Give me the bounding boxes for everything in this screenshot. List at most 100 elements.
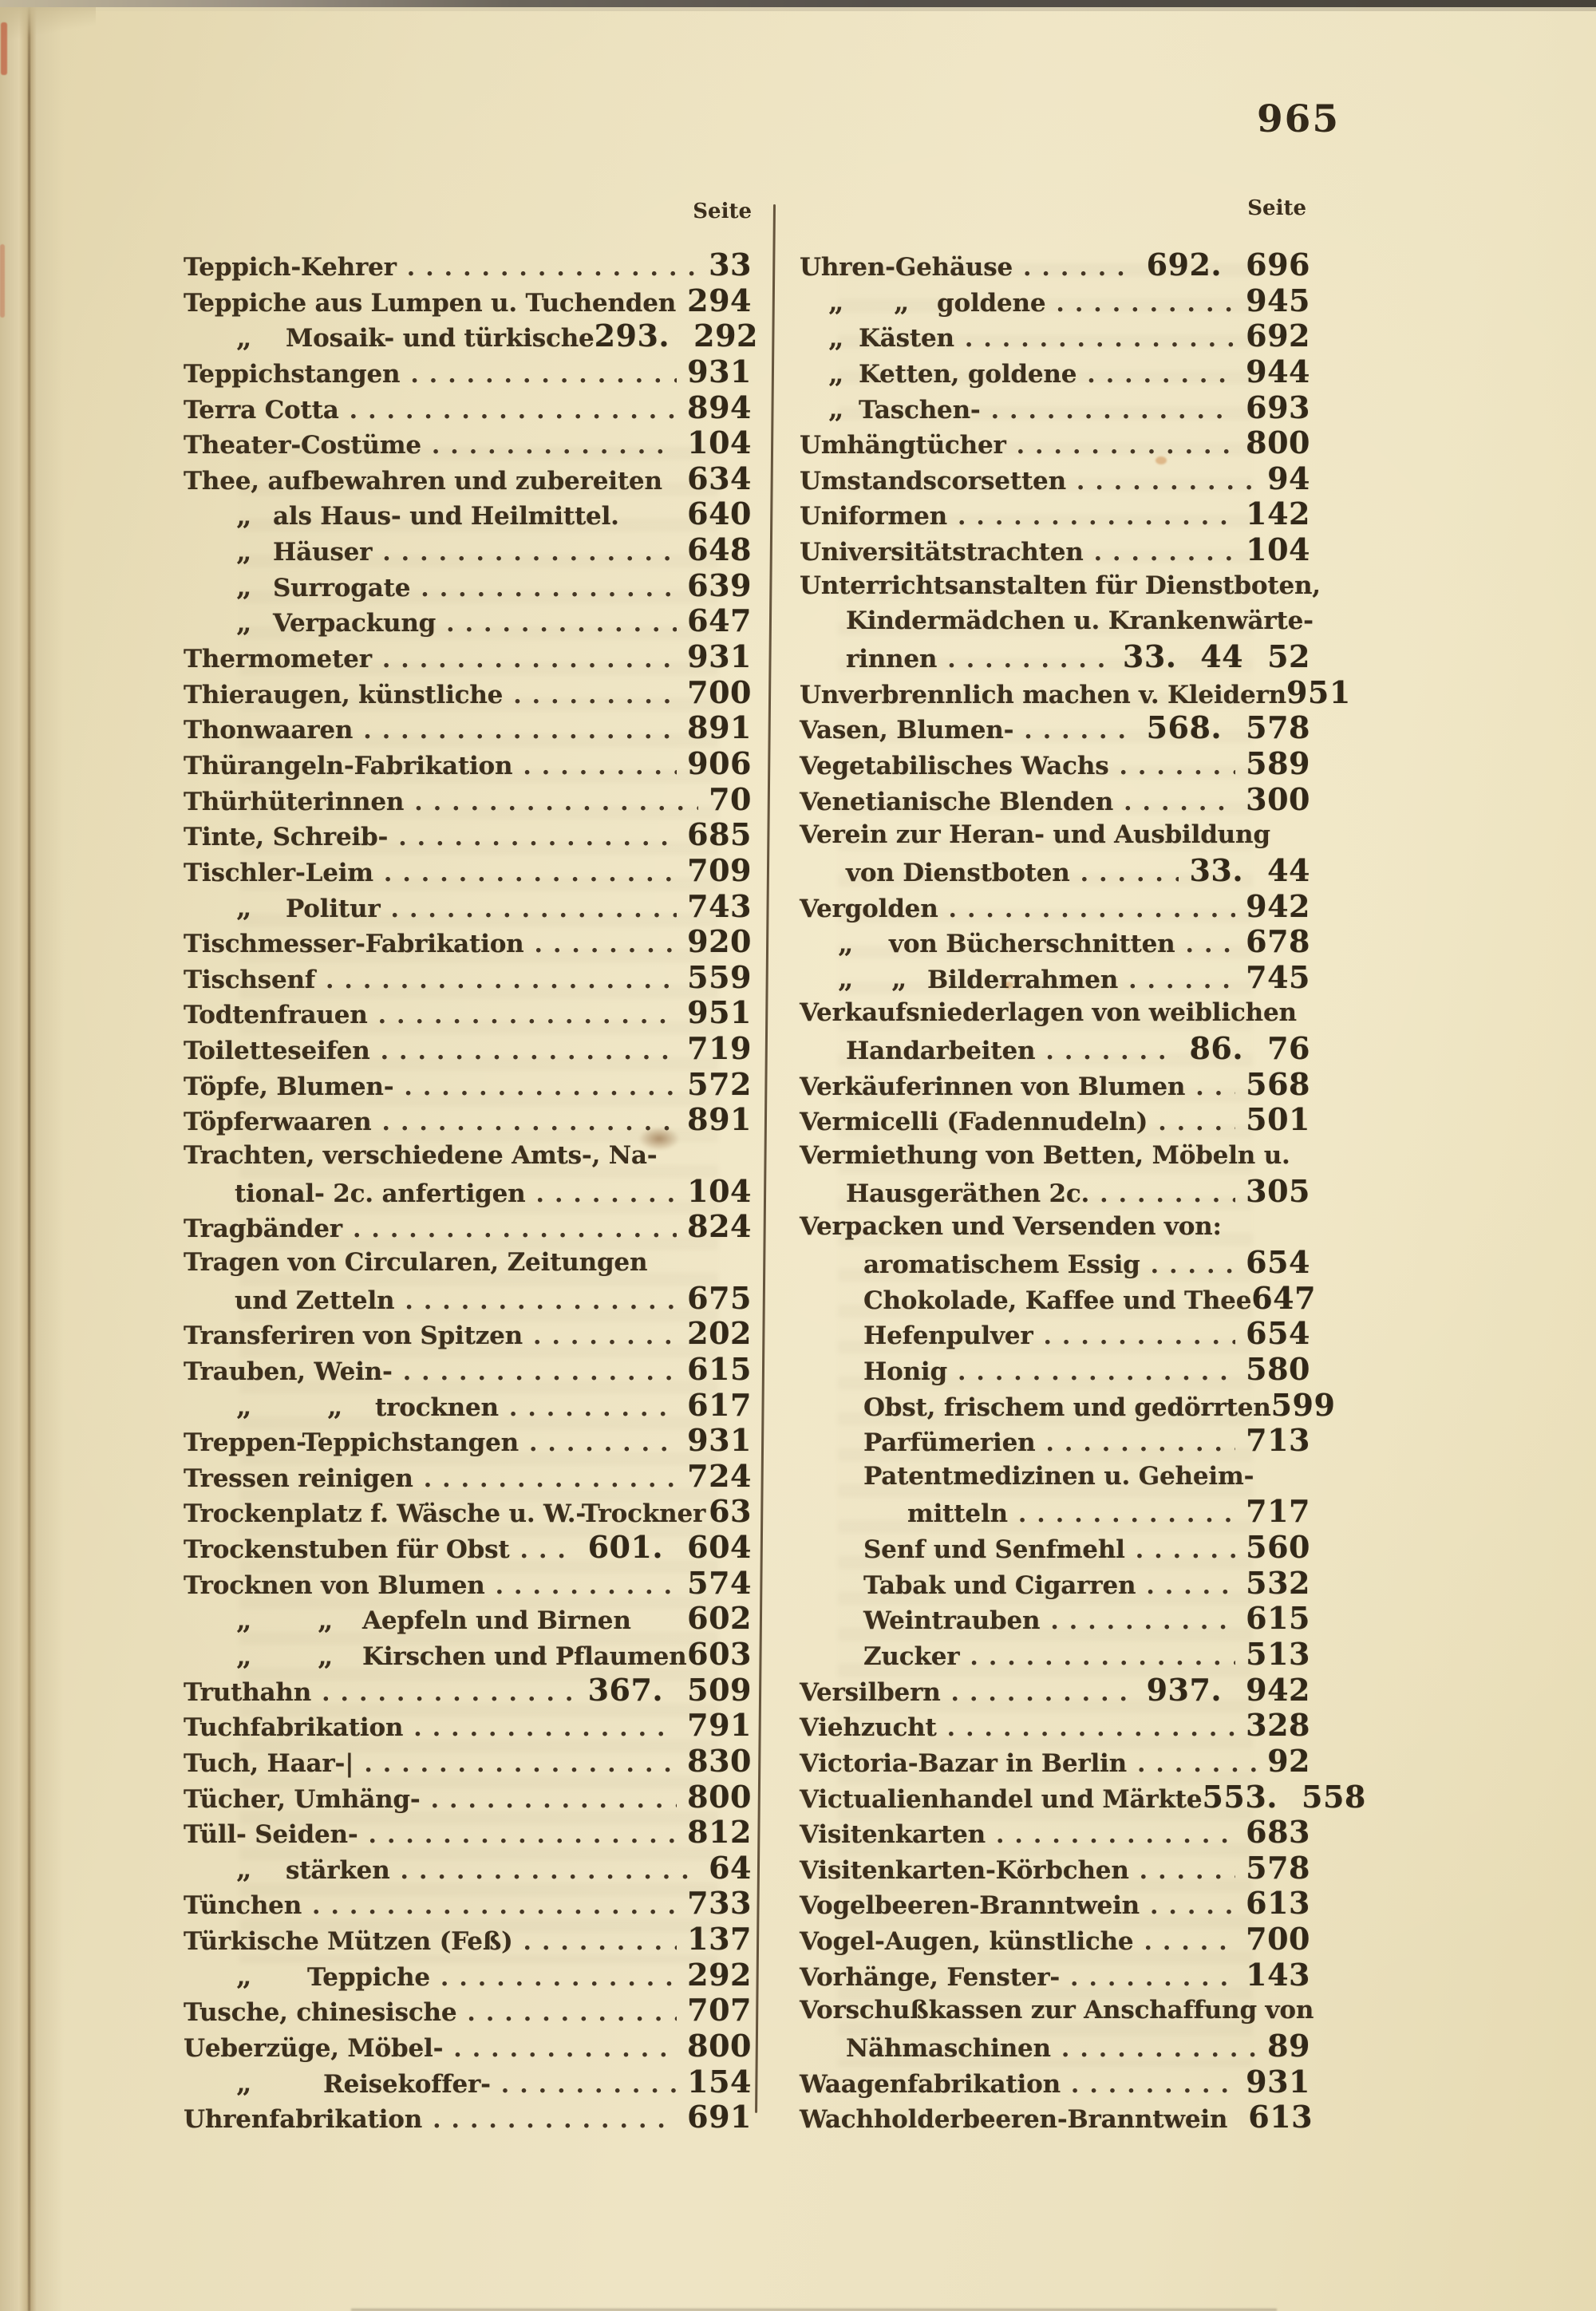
entry-label: Vasen, Blumen- — [800, 716, 1014, 745]
entry-label: Taschen- — [859, 395, 981, 425]
leader-dots — [432, 428, 677, 464]
leader-dots — [413, 1710, 677, 1747]
entry-label: Teppiche aus Lumpen u. Tuchenden — [184, 288, 677, 318]
ditto-mark: „ — [828, 358, 844, 390]
leader-dots — [312, 1888, 677, 1925]
index-entry: Vermiethung von Betten, Möbeln u. — [800, 1138, 1310, 1174]
page-ref: 292 — [693, 318, 758, 354]
entry-label: Venetianische Blenden — [800, 787, 1114, 816]
leader-dots — [1136, 1532, 1235, 1569]
ditto-mark: „ — [318, 1640, 334, 1673]
ditto-mark: „ — [236, 1604, 252, 1637]
index-entry: „ „ goldene 945 — [800, 282, 1310, 322]
leader-dots — [381, 1033, 678, 1070]
page-ref: 580 — [1246, 1350, 1310, 1387]
entry-label: Töpfe, Blumen- — [184, 1072, 394, 1101]
index-entry: Türkische Mützen (Feß) 137 — [184, 1921, 752, 1957]
page-ref: 812 — [687, 1814, 752, 1851]
entry-label: Bilderrahmen — [927, 965, 1119, 994]
index-entry: „ Politur 743 — [184, 888, 752, 925]
page-ref: 104 — [1246, 531, 1310, 568]
page-ref: 104 — [687, 1172, 752, 1209]
index-entry: Wachholderbeeren-Branntwein 613 — [800, 2100, 1313, 2135]
entry-label: Treppen-Teppichstangen — [184, 1428, 519, 1458]
entry-label: Surrogate — [273, 573, 411, 602]
entry-label: Tischsenf — [184, 965, 315, 994]
leader-dots — [398, 820, 677, 856]
leader-dots — [965, 321, 1235, 358]
ditto-mark: „ — [236, 892, 252, 925]
page-ref-secondary: 601. — [587, 1529, 664, 1566]
index-entry: „ „ Aepfeln und Birnen 602 — [184, 1601, 752, 1637]
entry-label: Thürangeln-Fabrikation — [184, 751, 513, 780]
leader-dots — [403, 1354, 677, 1391]
entry-label: Tinte, Schreib- — [184, 823, 389, 852]
leader-dots — [1056, 286, 1235, 322]
entry-label: Tusche, chinesische — [184, 1998, 457, 2028]
leader-dots — [947, 642, 1112, 678]
entry-label: Trocknen von Blumen — [184, 1570, 485, 1600]
leader-dots — [1070, 1960, 1235, 1997]
page-ref: 791 — [687, 1707, 752, 1744]
leader-dots — [446, 606, 677, 642]
page-ref: 143 — [1246, 1956, 1310, 1993]
index-entry: Universitätstrachten 104 — [800, 531, 1310, 568]
page-ref: 604 — [687, 1529, 752, 1566]
index-entry: und Zetteln 675 — [184, 1280, 752, 1317]
entry-label: Viehzucht — [800, 1713, 937, 1743]
ditto-mark: „ — [236, 571, 252, 604]
index-entry: Umhängtücher 800 — [800, 425, 1310, 461]
index-entry: Vegetabilisches Wachs 589 — [800, 745, 1310, 782]
entry-label: Aepfeln und Birnen — [362, 1606, 631, 1636]
page-ref: 824 — [687, 1208, 752, 1245]
leader-dots — [529, 1425, 677, 1462]
index-entry: „ Taschen- 693 — [800, 389, 1310, 426]
page-ref: 578 — [1246, 1849, 1310, 1886]
index-entry: Ueberzüge, Möbel- 800 — [184, 2028, 752, 2064]
page-ref: 719 — [687, 1030, 752, 1067]
page-ref: 800 — [1246, 425, 1310, 461]
entry-label: Hausgeräthen 2c. — [846, 1179, 1090, 1208]
entry-label: Nähmaschinen — [846, 2034, 1051, 2064]
leader-dots — [951, 1675, 1136, 1712]
leader-dots — [378, 997, 678, 1034]
index-entry: Zucker 513 — [800, 1636, 1310, 1673]
index-entry: Vorhänge, Fenster- 143 — [800, 1957, 1310, 1993]
entry-label: Tünchen — [184, 1891, 302, 1921]
entry-label: Thee, aufbewahren und zubereiten — [184, 466, 662, 496]
leader-dots — [1045, 1425, 1235, 1462]
page-ref: 92 — [1267, 1742, 1310, 1779]
entry-label: Trauben, Wein- — [184, 1357, 393, 1386]
index-entry: Tischler-Leim 709 — [184, 852, 752, 892]
entry-label: mitteln — [907, 1499, 1008, 1529]
page-ref: 617 — [687, 1386, 752, 1423]
page-ref: 509 — [687, 1671, 752, 1708]
entry-label: Verpacken und Versenden von: — [800, 1212, 1222, 1242]
leader-dots — [440, 1960, 677, 1997]
leader-dots — [431, 1782, 678, 1819]
leader-dots — [1128, 962, 1235, 999]
ditto-mark: „ — [236, 322, 252, 354]
index-entry: Thee, aufbewahren und zubereiten 634 — [184, 460, 752, 497]
leader-dots — [364, 1746, 677, 1783]
page-ref: 328 — [1246, 1707, 1310, 1744]
index-entry: Umstandscorsetten 94 — [800, 460, 1310, 497]
page-ref: 574 — [687, 1564, 752, 1601]
index-entry: aromatischem Essig 654 — [800, 1244, 1310, 1281]
page-ref-secondary: 937. — [1146, 1671, 1223, 1708]
entry-label: Tücher, Umhäng- — [184, 1784, 421, 1814]
entry-label: Häuser — [273, 538, 373, 567]
leader-dots — [350, 393, 678, 429]
page-corner-shade — [0, 7, 96, 41]
entry-label: Ketten, goldene — [859, 359, 1077, 389]
leader-dots — [322, 1675, 578, 1712]
entry-label: Verkaufsniederlagen von weiblichen — [800, 998, 1297, 1028]
entry-label: Teppichstangen — [184, 359, 401, 389]
entry-label: goldene — [937, 288, 1046, 318]
index-entry: „ Ketten, goldene 944 — [800, 354, 1310, 390]
page-folio-number: 965 — [1256, 97, 1341, 141]
entry-label: Universitätstrachten — [800, 538, 1084, 567]
index-entry: Handarbeiten 86. 76 — [800, 1030, 1310, 1067]
leader-dots — [384, 855, 677, 892]
leader-dots — [535, 926, 678, 963]
